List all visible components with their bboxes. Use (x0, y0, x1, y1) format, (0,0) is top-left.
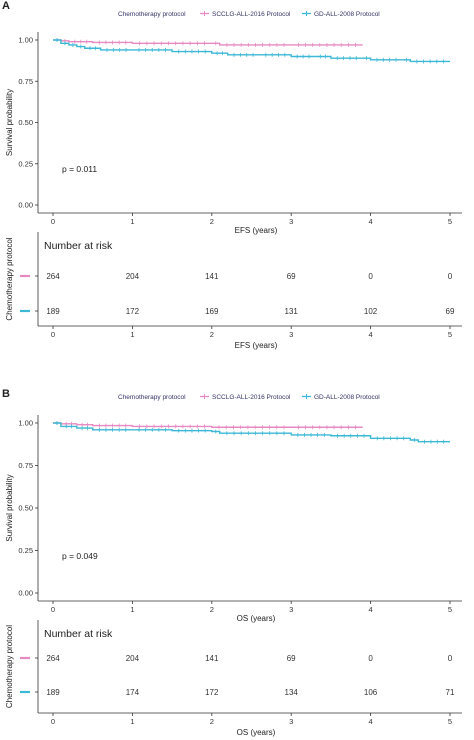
x-tick-label: 0 (51, 217, 55, 226)
risk-table-title: Number at risk (44, 240, 113, 252)
risk-value: 172 (205, 688, 219, 697)
survival-curve-1 (53, 39, 450, 63)
risk-x-tick-label: 4 (369, 330, 373, 339)
x-tick-label: 5 (448, 605, 452, 614)
legend: Chemotherapy protocol SCCLG-ALL-2016 Prot… (118, 11, 380, 18)
risk-value: 0 (448, 272, 453, 281)
risk-value: 141 (205, 654, 219, 663)
risk-value: 169 (205, 307, 219, 316)
y-tick-label: 0.75 (18, 461, 33, 470)
panel-b: B Chemotherapy protocol SCCLG-ALL-2016 Pro… (2, 388, 462, 737)
survival-plot: 0.00 0.25 0.50 0.75 1.00 0 1 2 3 4 5 EFS (years) Sur… (5, 32, 462, 235)
x-tick-label: 4 (369, 605, 373, 614)
legend-label-1: GD-ALL-2008 Protocol (314, 394, 380, 401)
risk-value: 189 (46, 307, 60, 316)
legend-label-0: SCCLG-ALL-2016 Protocol (212, 11, 291, 18)
legend-title: Chemotherapy protocol (118, 394, 186, 401)
risk-value: 0 (448, 654, 453, 663)
x-axis-title: OS (years) (237, 614, 276, 623)
risk-value: 0 (368, 272, 373, 281)
risk-x-tick-label: 3 (289, 330, 293, 339)
y-tick-label: 0.75 (18, 77, 33, 86)
survival-curve-1 (53, 422, 450, 443)
panel-label: B (2, 388, 10, 400)
risk-x-tick-label: 3 (289, 717, 293, 726)
p-value: p = 0.049 (62, 551, 98, 561)
panel-label: A (2, 0, 10, 12)
y-axis-title: Survival probability (5, 89, 14, 156)
risk-x-tick-label: 0 (51, 717, 55, 726)
risk-value: 69 (446, 307, 455, 316)
y-tick-label: 0.00 (18, 201, 33, 210)
risk-value: 106 (364, 688, 378, 697)
risk-x-tick-label: 5 (448, 330, 452, 339)
y-tick-label: 0.00 (18, 589, 33, 598)
risk-x-axis-title: OS (years) (237, 728, 276, 737)
y-axis-title: Survival probability (5, 474, 14, 541)
x-tick-label: 5 (448, 217, 452, 226)
y-tick-label: 1.00 (18, 36, 33, 45)
risk-value: 102 (364, 307, 378, 316)
legend-title: Chemotherapy protocol (118, 11, 186, 18)
y-tick-label: 0.50 (18, 504, 33, 513)
x-tick-label: 1 (130, 217, 134, 226)
risk-value: 189 (46, 688, 60, 697)
y-tick-label: 0.50 (18, 118, 33, 127)
risk-value: 174 (126, 688, 140, 697)
risk-value: 204 (126, 654, 140, 663)
risk-value: 71 (446, 688, 455, 697)
x-tick-label: 1 (130, 605, 134, 614)
risk-value: 204 (126, 272, 140, 281)
risk-x-tick-label: 2 (210, 330, 214, 339)
risk-x-axis-title: EFS (years) (235, 341, 278, 350)
y-tick-label: 0.25 (18, 159, 33, 168)
risk-value: 131 (285, 307, 299, 316)
risk-x-tick-label: 2 (210, 717, 214, 726)
x-tick-label: 2 (210, 217, 214, 226)
survival-plot: 0.00 0.25 0.50 0.75 1.00 0 1 2 3 4 5 OS (years) Surv… (5, 415, 462, 623)
y-tick-label: 0.25 (18, 546, 33, 555)
x-axis-title: EFS (years) (235, 226, 278, 235)
risk-table-title: Number at risk (44, 628, 113, 640)
risk-x-tick-label: 5 (448, 717, 452, 726)
x-tick-label: 2 (210, 605, 214, 614)
risk-y-axis-title: Chemotherapy protocol (5, 625, 14, 708)
panel-a: A Chemotherapy protocol SCCLG-ALL-2016 Pro… (2, 0, 462, 350)
x-tick-label: 0 (51, 605, 55, 614)
risk-value: 172 (126, 307, 140, 316)
legend-label-0: SCCLG-ALL-2016 Protocol (212, 394, 291, 401)
y-tick-label: 1.00 (18, 419, 33, 428)
risk-value: 0 (368, 654, 373, 663)
legend: Chemotherapy protocol SCCLG-ALL-2016 Prot… (118, 394, 380, 401)
risk-x-tick-label: 0 (51, 330, 55, 339)
risk-value: 141 (205, 272, 219, 281)
x-tick-label: 4 (369, 217, 373, 226)
risk-value: 264 (46, 654, 60, 663)
risk-y-axis-title: Chemotherapy protocol (5, 237, 14, 320)
risk-value: 69 (287, 654, 296, 663)
risk-value: 69 (287, 272, 296, 281)
risk-value: 264 (46, 272, 60, 281)
p-value: p = 0.011 (62, 164, 97, 174)
x-tick-label: 3 (289, 217, 293, 226)
risk-value: 134 (285, 688, 299, 697)
risk-x-tick-label: 1 (130, 330, 134, 339)
risk-x-tick-label: 1 (130, 717, 134, 726)
x-tick-label: 3 (289, 605, 293, 614)
legend-label-1: GD-ALL-2008 Protocol (314, 11, 380, 18)
risk-x-tick-label: 4 (369, 717, 373, 726)
